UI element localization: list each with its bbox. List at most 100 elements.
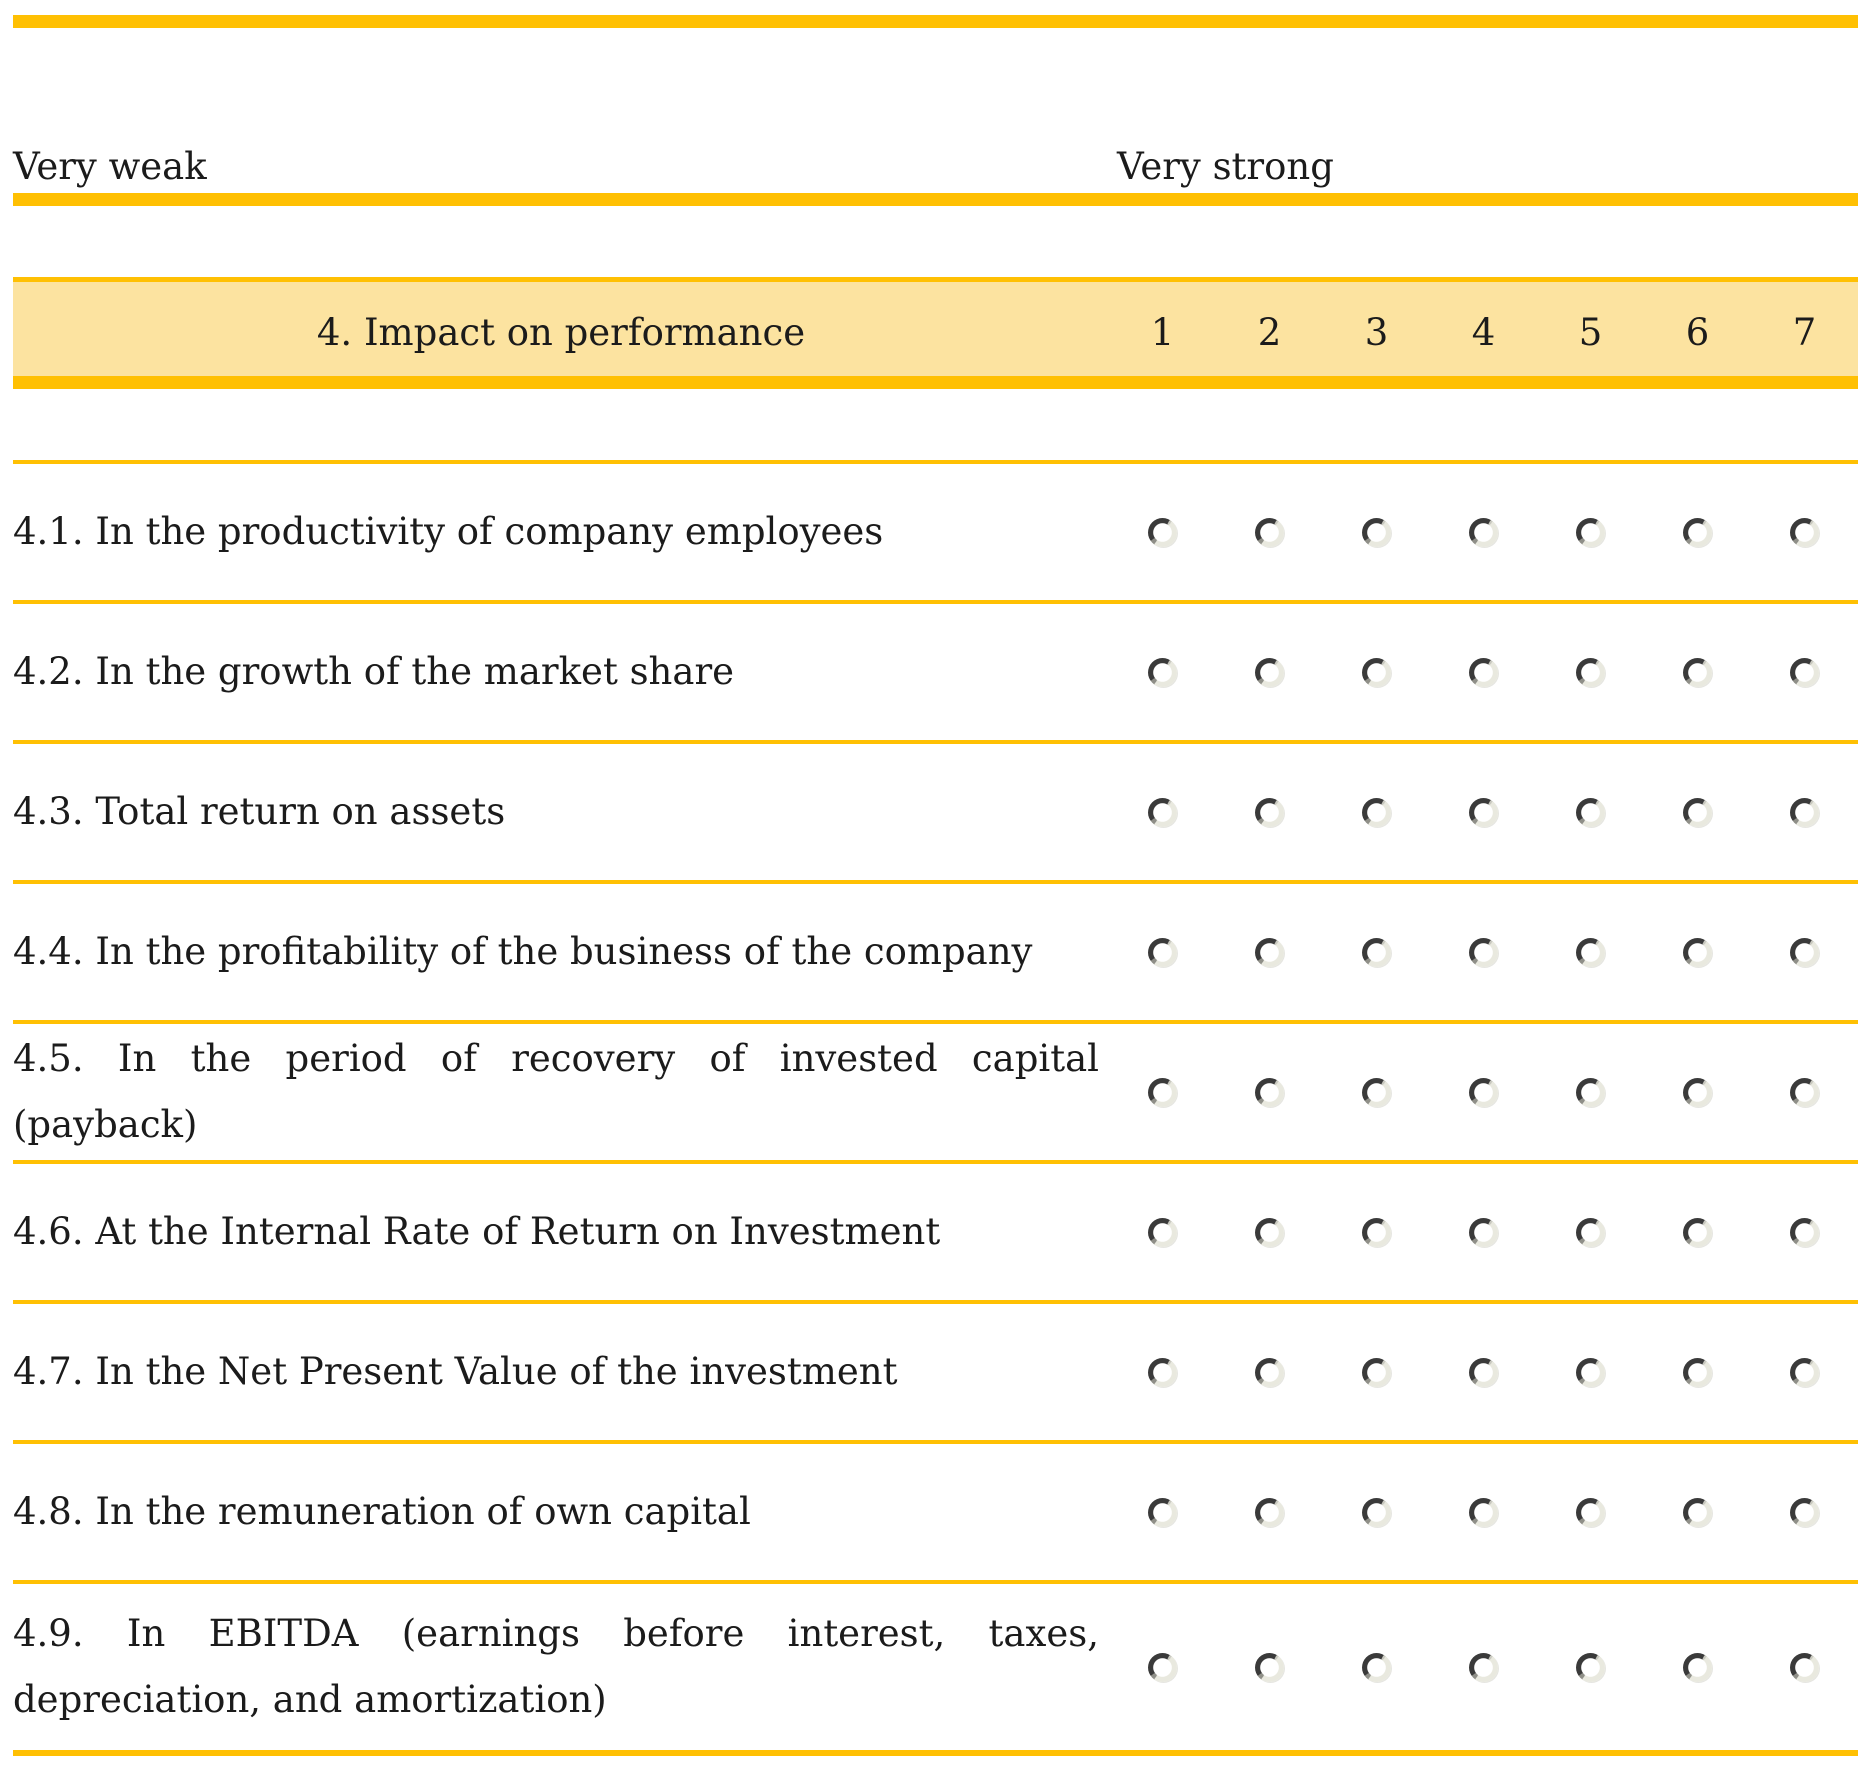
- radio-cell: [1751, 1357, 1858, 1387]
- radio-button[interactable]: [1790, 1652, 1819, 1682]
- radio-button[interactable]: [1576, 1357, 1605, 1387]
- radio-button[interactable]: [1683, 517, 1712, 547]
- radio-button[interactable]: [1362, 1217, 1391, 1247]
- radio-button[interactable]: [1576, 517, 1605, 547]
- table-row: 4.9. In EBITDA (earnings before interest…: [13, 1580, 1858, 1750]
- radio-button[interactable]: [1469, 517, 1498, 547]
- table-row: 4.8. In the remuneration of own capital: [13, 1440, 1858, 1580]
- radio-button[interactable]: [1362, 1497, 1391, 1527]
- radio-button[interactable]: [1683, 1497, 1712, 1527]
- radio-cell: [1323, 797, 1430, 827]
- radio-button[interactable]: [1148, 937, 1177, 967]
- radio-button[interactable]: [1255, 1652, 1284, 1682]
- question-label: 4.3. Total return on assets: [13, 790, 506, 834]
- radio-cell: [1216, 1077, 1323, 1107]
- radio-cell: [1644, 517, 1751, 547]
- radio-button[interactable]: [1790, 1357, 1819, 1387]
- radio-button[interactable]: [1576, 1217, 1605, 1247]
- radio-button[interactable]: [1362, 657, 1391, 687]
- radio-button[interactable]: [1683, 1652, 1712, 1682]
- radio-button[interactable]: [1469, 1357, 1498, 1387]
- radio-cell: [1109, 1357, 1216, 1387]
- radio-button[interactable]: [1790, 1497, 1819, 1527]
- radio-cell: [1430, 937, 1537, 967]
- radio-cell: [1537, 1357, 1644, 1387]
- radio-button[interactable]: [1790, 1077, 1819, 1107]
- radio-button[interactable]: [1255, 937, 1284, 967]
- radio-button[interactable]: [1148, 1497, 1177, 1527]
- radio-cell: [1323, 1652, 1430, 1682]
- radio-button[interactable]: [1255, 797, 1284, 827]
- radio-cell: [1751, 797, 1858, 827]
- section-title: 4. Impact on performance: [316, 310, 806, 354]
- radio-cell: [1109, 517, 1216, 547]
- radio-button[interactable]: [1683, 657, 1712, 687]
- radio-button[interactable]: [1469, 1652, 1498, 1682]
- radio-button[interactable]: [1255, 1217, 1284, 1247]
- radio-cell: [1644, 1217, 1751, 1247]
- radio-button[interactable]: [1683, 1217, 1712, 1247]
- radio-button[interactable]: [1362, 1077, 1391, 1107]
- radio-button[interactable]: [1148, 517, 1177, 547]
- question-label: 4.8. In the remuneration of own capital: [13, 1490, 751, 1534]
- radio-cell: [1644, 657, 1751, 687]
- radio-cell: [1537, 797, 1644, 827]
- radio-button[interactable]: [1148, 1217, 1177, 1247]
- scale-column-header: 3: [1364, 310, 1389, 354]
- radio-button[interactable]: [1469, 937, 1498, 967]
- radio-cell: [1537, 517, 1644, 547]
- radio-button[interactable]: [1148, 1652, 1177, 1682]
- radio-button[interactable]: [1362, 1357, 1391, 1387]
- radio-button[interactable]: [1469, 657, 1498, 687]
- scale-column-header: 5: [1578, 310, 1603, 354]
- scale-column-header: 6: [1685, 310, 1710, 354]
- radio-button[interactable]: [1255, 517, 1284, 547]
- radio-button[interactable]: [1576, 1652, 1605, 1682]
- radio-cell: [1751, 1497, 1858, 1527]
- radio-button[interactable]: [1790, 797, 1819, 827]
- radio-button[interactable]: [1683, 1077, 1712, 1107]
- radio-button[interactable]: [1255, 1077, 1284, 1107]
- radio-cell: [1537, 1077, 1644, 1107]
- radio-button[interactable]: [1790, 517, 1819, 547]
- radio-button[interactable]: [1148, 1077, 1177, 1107]
- radio-button[interactable]: [1576, 1077, 1605, 1107]
- radio-button[interactable]: [1576, 1497, 1605, 1527]
- radio-button[interactable]: [1469, 797, 1498, 827]
- section-header-row: 4. Impact on performance 1 2 3 4 5 6 7: [13, 277, 1858, 389]
- radio-button[interactable]: [1362, 517, 1391, 547]
- radio-cell: [1537, 1217, 1644, 1247]
- radio-button[interactable]: [1790, 1217, 1819, 1247]
- radio-button[interactable]: [1255, 1497, 1284, 1527]
- radio-button[interactable]: [1576, 797, 1605, 827]
- radio-button[interactable]: [1362, 1652, 1391, 1682]
- radio-button[interactable]: [1255, 657, 1284, 687]
- radio-cell: [1109, 1077, 1216, 1107]
- scale-anchor-labels: Very weak Very strong: [13, 28, 1858, 193]
- radio-cell: [1537, 657, 1644, 687]
- radio-cell: [1323, 517, 1430, 547]
- radio-button[interactable]: [1362, 797, 1391, 827]
- radio-button[interactable]: [1790, 937, 1819, 967]
- radio-cell: [1216, 937, 1323, 967]
- radio-button[interactable]: [1148, 1357, 1177, 1387]
- spacer: [13, 206, 1858, 277]
- divider-bar: [13, 193, 1858, 206]
- radio-button[interactable]: [1576, 657, 1605, 687]
- radio-button[interactable]: [1148, 657, 1177, 687]
- radio-button[interactable]: [1683, 797, 1712, 827]
- radio-button[interactable]: [1576, 937, 1605, 967]
- radio-button[interactable]: [1255, 1357, 1284, 1387]
- radio-button[interactable]: [1790, 657, 1819, 687]
- radio-button[interactable]: [1469, 1217, 1498, 1247]
- table-row: 4.2. In the growth of the market share: [13, 600, 1858, 740]
- radio-button[interactable]: [1683, 1357, 1712, 1387]
- radio-cell: [1109, 1652, 1216, 1682]
- radio-button[interactable]: [1683, 937, 1712, 967]
- radio-cell: [1216, 1652, 1323, 1682]
- radio-button[interactable]: [1362, 937, 1391, 967]
- radio-button[interactable]: [1148, 797, 1177, 827]
- radio-button[interactable]: [1469, 1077, 1498, 1107]
- radio-button[interactable]: [1469, 1497, 1498, 1527]
- radio-cell: [1216, 1217, 1323, 1247]
